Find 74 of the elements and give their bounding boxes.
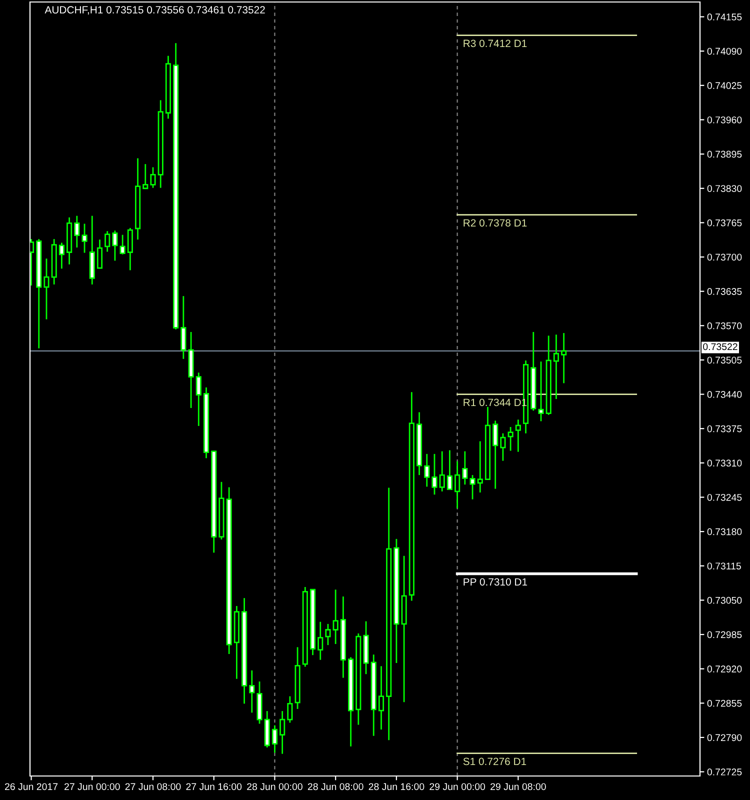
y-tick-label: 0.73505 <box>707 356 742 364</box>
candlestick <box>378 665 384 730</box>
candlestick <box>439 450 445 492</box>
candlestick <box>500 432 506 462</box>
candlestick <box>249 670 255 714</box>
candlestick <box>82 223 88 254</box>
candlestick <box>424 453 430 488</box>
x-tick-label: 27 Jun 00:00 <box>64 783 120 790</box>
y-tick-label: 0.73310 <box>707 460 742 467</box>
y-tick-label: 0.73440 <box>707 391 742 398</box>
y-tick-label: 0.74155 <box>707 14 742 20</box>
y-tick-label: 0.72985 <box>707 631 742 638</box>
candlestick <box>272 724 278 754</box>
x-tick-label: 26 Jun 2017 <box>5 783 58 790</box>
y-tick-label: 0.73830 <box>707 185 742 192</box>
candlestick <box>180 295 186 360</box>
ref-line-label: R2 0.7378 D1 <box>464 219 527 227</box>
y-tick-label: 0.72790 <box>707 734 742 742</box>
x-tick-label: 27 Jun 16:00 <box>186 783 242 790</box>
candlestick <box>454 460 460 510</box>
candlestick <box>432 453 438 496</box>
x-tick-label: 28 Jun 16:00 <box>368 783 424 790</box>
chart-title: AUDCHF,H1 0.73515 0.73556 0.73461 0.73522 <box>44 6 265 15</box>
x-tick-label: 28 Jun 08:00 <box>308 783 364 790</box>
candlestick <box>508 426 514 452</box>
candlestick <box>492 420 498 490</box>
x-tick-label: 29 Jun 08:00 <box>490 783 546 790</box>
y-tick-label: 0.72725 <box>707 768 742 776</box>
ref-line-label: 0.73522 <box>703 343 738 350</box>
candlestick <box>477 440 483 494</box>
y-tick-label: 0.74025 <box>707 82 742 90</box>
y-tick-label: 0.73765 <box>707 219 742 226</box>
candlestick <box>196 372 202 427</box>
candlestick <box>561 332 567 384</box>
candlestick <box>127 227 133 271</box>
candlestick <box>44 258 50 320</box>
candlestick <box>325 623 331 646</box>
candlestick <box>462 450 468 486</box>
candlestick <box>553 334 559 400</box>
candlestick <box>470 474 476 500</box>
candlestick <box>96 238 103 269</box>
y-tick-label: 0.73115 <box>707 562 741 570</box>
candlestick <box>104 230 110 252</box>
candlestick <box>538 360 544 422</box>
y-tick-label: 0.72920 <box>707 666 742 672</box>
candlestick <box>142 163 148 190</box>
candlestick <box>515 418 521 453</box>
y-tick-label: 0.73700 <box>707 254 742 261</box>
ref-line-label: R3 0.7412 D1 <box>464 40 527 48</box>
ref-line-label: S1 0.7276 D1 <box>463 758 526 766</box>
candlestick <box>74 215 80 248</box>
y-tick-label: 0.73245 <box>707 494 742 501</box>
candlestick <box>332 588 338 645</box>
y-tick-label: 0.73050 <box>707 596 742 604</box>
x-tick-label: 28 Jun 00:00 <box>247 783 302 790</box>
ref-line-label: PP 0.7310 D1 <box>464 578 528 586</box>
y-tick-label: 0.73635 <box>707 288 742 295</box>
y-tick-label: 0.73895 <box>707 150 742 158</box>
y-tick-label: 0.74090 <box>707 48 742 55</box>
y-tick-label: 0.73180 <box>707 528 742 536</box>
candlestick <box>120 234 126 256</box>
y-tick-label: 0.73570 <box>707 322 742 330</box>
x-tick-label: 29 Jun 00:00 <box>430 783 486 790</box>
candlestick <box>280 710 286 755</box>
y-tick-label: 0.73375 <box>707 425 742 432</box>
y-tick-label: 0.72855 <box>707 700 742 707</box>
x-tick-label: 27 Jun 08:00 <box>125 783 181 790</box>
candlestick <box>150 166 156 189</box>
y-tick-label: 0.73960 <box>707 116 742 124</box>
candlestick <box>112 230 118 262</box>
candlestick <box>58 242 64 270</box>
candlestick <box>318 621 324 661</box>
candlestick <box>446 450 452 490</box>
candlestick <box>287 696 293 724</box>
